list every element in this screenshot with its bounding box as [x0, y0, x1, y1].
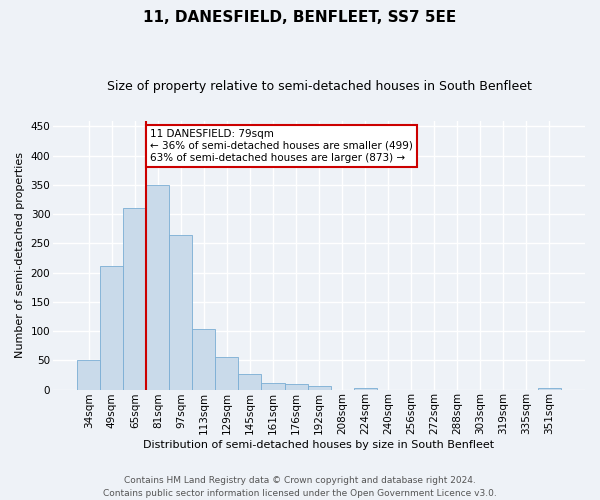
- Text: 11, DANESFIELD, BENFLEET, SS7 5EE: 11, DANESFIELD, BENFLEET, SS7 5EE: [143, 10, 457, 25]
- Y-axis label: Number of semi-detached properties: Number of semi-detached properties: [15, 152, 25, 358]
- Bar: [262, 383, 284, 390]
- Bar: [215, 358, 238, 390]
- Bar: [193, 328, 215, 390]
- Text: 11 DANESFIELD: 79sqm
← 36% of semi-detached houses are smaller (499)
63% of semi: 11 DANESFIELD: 79sqm ← 36% of semi-detac…: [150, 130, 413, 162]
- Bar: [124, 208, 146, 390]
- Bar: [308, 386, 331, 390]
- Bar: [284, 384, 308, 390]
- Bar: [77, 360, 100, 390]
- Bar: [353, 388, 377, 390]
- X-axis label: Distribution of semi-detached houses by size in South Benfleet: Distribution of semi-detached houses by …: [143, 440, 494, 450]
- Bar: [100, 266, 124, 390]
- Bar: [238, 374, 262, 390]
- Text: Contains HM Land Registry data © Crown copyright and database right 2024.
Contai: Contains HM Land Registry data © Crown c…: [103, 476, 497, 498]
- Bar: [538, 388, 561, 390]
- Title: Size of property relative to semi-detached houses in South Benfleet: Size of property relative to semi-detach…: [107, 80, 532, 93]
- Bar: [169, 234, 193, 390]
- Bar: [146, 185, 169, 390]
